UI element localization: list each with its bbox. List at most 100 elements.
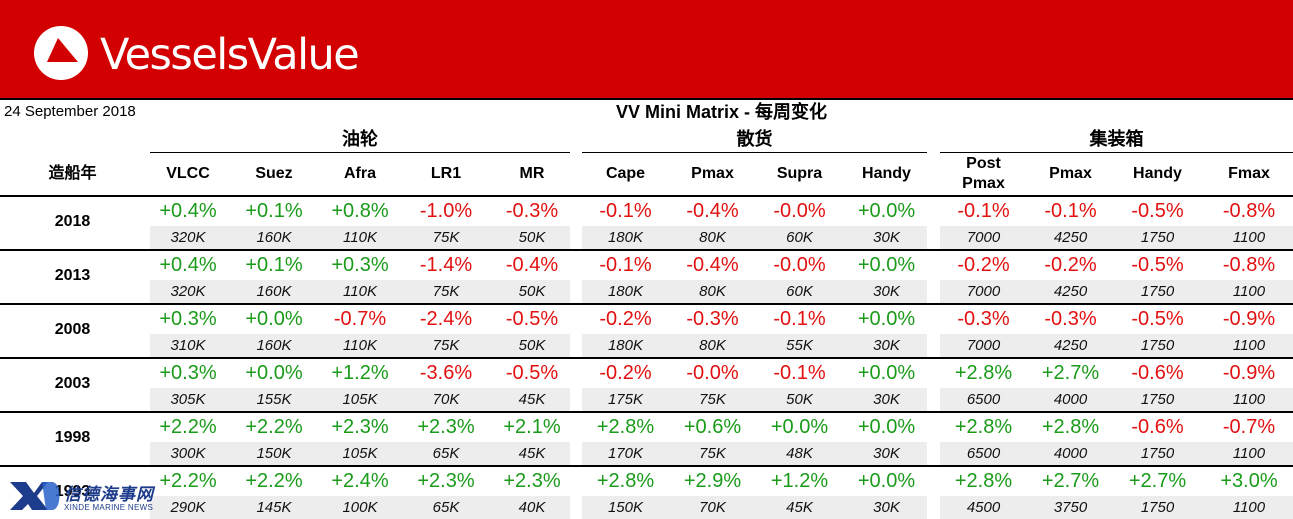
build-year: 1993	[54, 483, 91, 500]
vessel-size: 40K	[518, 499, 546, 516]
row-shade	[582, 280, 927, 303]
row-divider	[0, 249, 1293, 251]
weekly-change-value: -0.1%	[957, 200, 1010, 222]
weekly-change-value: -0.7%	[333, 308, 387, 330]
weekly-change-value: -0.5%	[1131, 200, 1184, 222]
weekly-change-value: -0.8%	[1222, 200, 1276, 222]
weekly-change-value: -0.9%	[1222, 308, 1276, 330]
weekly-change-value: -0.1%	[599, 254, 652, 276]
weekly-change-value: +2.8%	[954, 416, 1013, 438]
weekly-change-value: -0.3%	[686, 308, 739, 330]
vessel-size: 48K	[786, 445, 813, 462]
weekly-change-value: +0.3%	[159, 308, 217, 330]
vessel-size: 6500	[966, 445, 1001, 462]
vessel-size: 180K	[607, 337, 644, 354]
vessel-size: 30K	[873, 283, 900, 300]
vesselsvalue-logo-icon	[34, 26, 88, 80]
vessel-size: 75K	[699, 391, 726, 408]
vessel-size: 45K	[518, 391, 546, 408]
vessel-size: 290K	[170, 499, 206, 516]
weekly-change-value: -1.0%	[419, 200, 473, 222]
group-rule-containers	[940, 152, 1293, 153]
row-shade	[150, 280, 570, 303]
brand-name: VesselsValue	[100, 30, 360, 80]
weekly-change-value: +0.4%	[159, 254, 217, 276]
vessel-size: 7000	[966, 337, 1001, 354]
vessel-size: 75K	[432, 283, 460, 300]
weekly-change-value: +2.8%	[596, 470, 655, 492]
weekly-change-value: -0.1%	[773, 362, 826, 384]
vessel-size: 80K	[699, 337, 726, 354]
column-header: LR1	[430, 165, 462, 182]
weekly-change-value: -0.4%	[686, 254, 739, 276]
vessel-size: 30K	[873, 445, 900, 462]
vessel-size: 50K	[518, 283, 546, 300]
vessel-size: 50K	[518, 229, 546, 246]
column-header: Suez	[255, 165, 293, 182]
weekly-change-value: +0.3%	[331, 254, 389, 276]
column-header: Cape	[605, 165, 646, 182]
row-shade	[150, 226, 570, 249]
weekly-change-value: -0.9%	[1222, 362, 1276, 384]
weekly-change-value: -0.4%	[686, 200, 739, 222]
group-rule-tankers	[150, 152, 570, 153]
vessel-size: 160K	[256, 229, 292, 246]
row-shade	[150, 442, 570, 465]
weekly-change-value: +2.3%	[417, 470, 475, 492]
weekly-change-value: -2.4%	[419, 308, 473, 330]
row-shade	[150, 334, 570, 357]
vessel-size: 1100	[1232, 337, 1266, 354]
vessel-size: 150K	[256, 445, 292, 462]
vessel-size: 1100	[1232, 445, 1266, 462]
group-header-tankers: 油轮	[342, 129, 378, 149]
row-shade	[582, 226, 927, 249]
vessel-size: 150K	[607, 499, 644, 516]
weekly-change-value: -1.4%	[419, 254, 473, 276]
year-header: 造船年	[48, 165, 97, 182]
header-bottom-rule	[0, 195, 1293, 197]
weekly-change-value: -0.2%	[599, 308, 652, 330]
vessel-size: 180K	[607, 283, 644, 300]
row-shade	[940, 442, 1293, 465]
vessel-size: 4000	[1053, 445, 1088, 462]
vessel-size: 175K	[607, 391, 644, 408]
row-shade	[582, 496, 927, 519]
column-header: Supra	[776, 165, 823, 182]
weekly-change-value: +0.0%	[857, 254, 916, 276]
vessel-size: 1750	[1140, 445, 1175, 462]
weekly-change-value: -0.6%	[1131, 362, 1184, 384]
column-header: Post Pmax	[962, 155, 1005, 192]
vessel-size: 1750	[1140, 391, 1175, 408]
vessel-size: 30K	[873, 337, 900, 354]
weekly-change-value: +2.8%	[1041, 416, 1100, 438]
weekly-change-value: -0.2%	[599, 362, 652, 384]
weekly-change-value: -3.6%	[419, 362, 473, 384]
weekly-change-value: +0.3%	[159, 362, 217, 384]
weekly-change-value: +0.0%	[245, 362, 303, 384]
weekly-change-value: +0.1%	[245, 200, 303, 222]
vessel-size: 155K	[256, 391, 292, 408]
vessel-size: 55K	[786, 337, 813, 354]
vessel-size: 70K	[699, 499, 726, 516]
weekly-change-value: -0.0%	[686, 362, 739, 384]
vessel-size: 105K	[342, 445, 378, 462]
weekly-change-value: +2.1%	[503, 416, 561, 438]
vessel-size: 4500	[966, 499, 1001, 516]
weekly-change-value: +2.2%	[159, 416, 217, 438]
weekly-change-value: +2.9%	[683, 470, 742, 492]
vessel-size: 45K	[518, 445, 546, 462]
weekly-change-value: +3.0%	[1220, 470, 1278, 492]
weekly-change-value: +0.4%	[159, 200, 217, 222]
vessel-size: 65K	[432, 445, 460, 462]
vessel-size: 160K	[256, 283, 292, 300]
vessel-size: 4250	[1053, 229, 1088, 246]
weekly-change-value: +0.0%	[770, 416, 829, 438]
build-year: 2003	[54, 375, 91, 392]
weekly-change-value: -0.5%	[1131, 308, 1184, 330]
weekly-change-value: +1.2%	[331, 362, 389, 384]
weekly-change-value: -0.8%	[1222, 254, 1276, 276]
vessel-size: 3750	[1053, 499, 1088, 516]
weekly-change-value: +0.0%	[857, 470, 916, 492]
weekly-change-value: -0.1%	[599, 200, 652, 222]
vessel-size: 4250	[1053, 283, 1088, 300]
